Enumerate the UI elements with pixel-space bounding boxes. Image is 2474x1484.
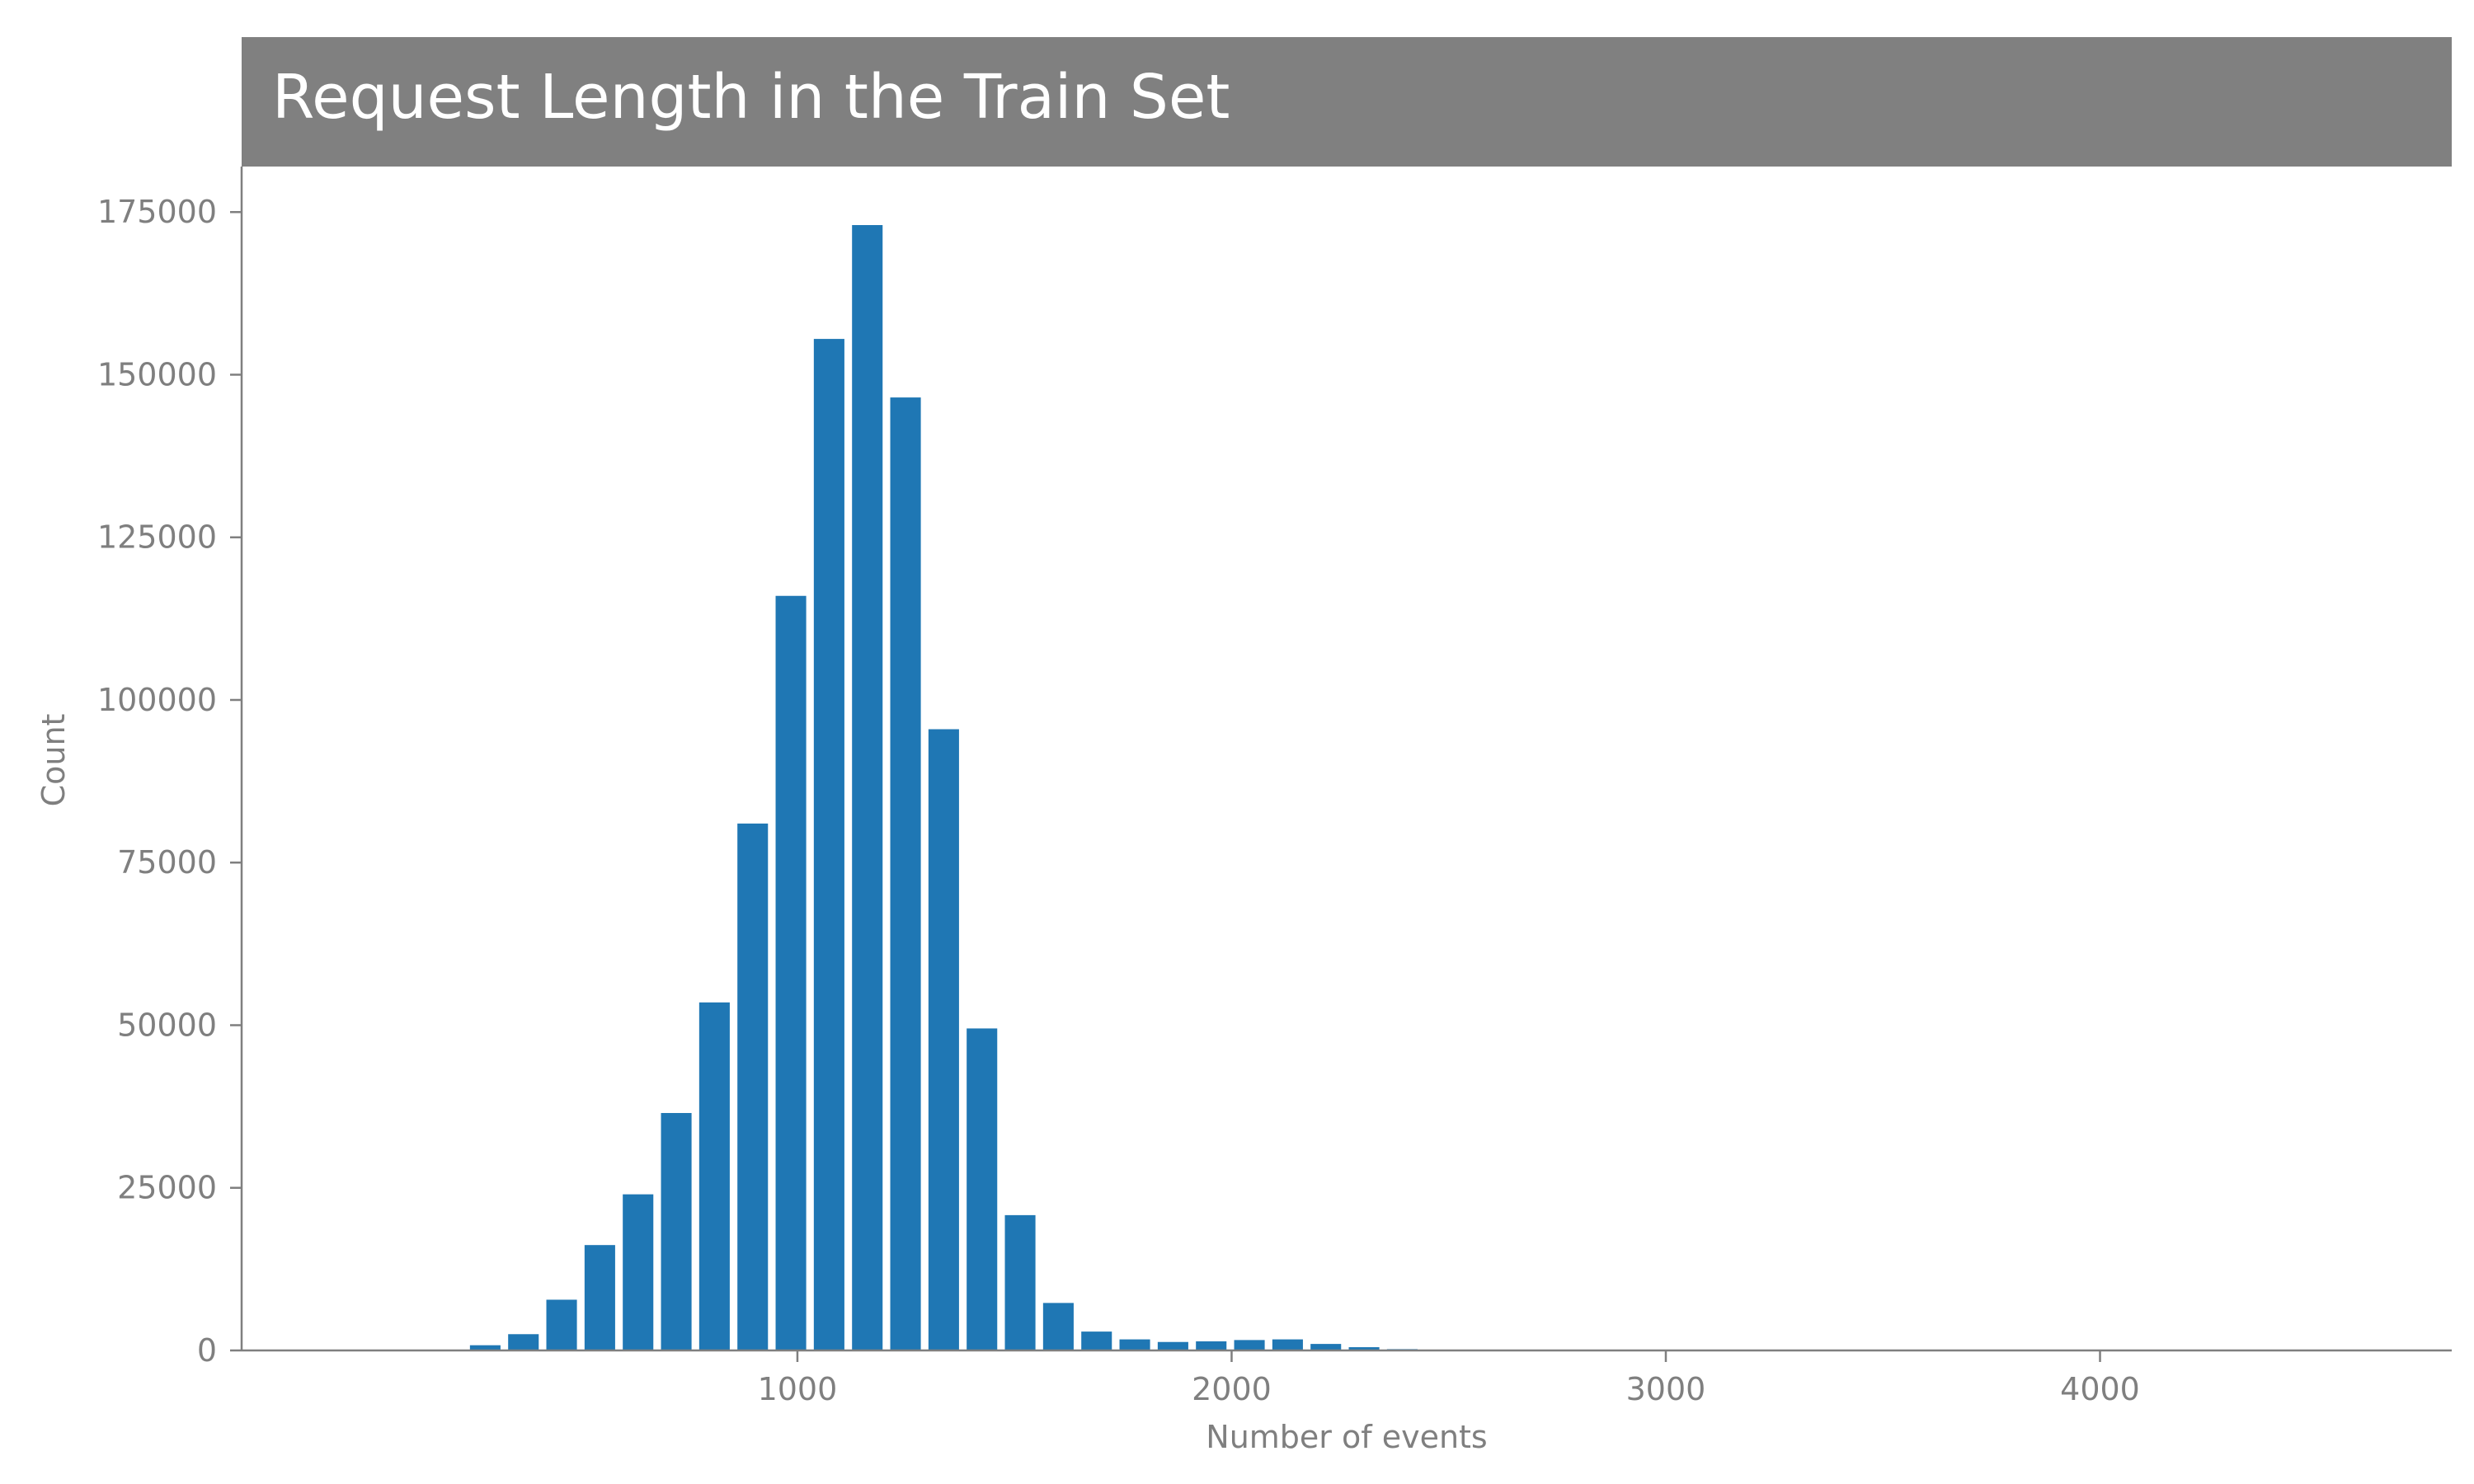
histogram-bar — [967, 1028, 998, 1350]
y-tick-label: 0 — [197, 1332, 217, 1369]
histogram-bar — [469, 1345, 501, 1350]
y-tick-label: 75000 — [117, 844, 217, 881]
histogram-bar — [1081, 1331, 1112, 1350]
histogram-bar — [1042, 1303, 1074, 1350]
x-tick-label: 4000 — [2060, 1371, 2140, 1407]
chart-title: Request Length in the Train Set — [272, 62, 1230, 133]
histogram-bar — [775, 595, 807, 1350]
y-tick-label: 150000 — [97, 356, 217, 392]
histogram-bar — [1272, 1339, 1303, 1350]
histogram-bar — [852, 225, 883, 1350]
histogram-bar — [737, 823, 769, 1350]
histogram-bar — [661, 1113, 692, 1350]
histogram-bar — [1004, 1214, 1036, 1350]
histogram-bar — [546, 1299, 577, 1350]
x-axis-label: Number of events — [1206, 1419, 1487, 1455]
x-tick-label: 2000 — [1192, 1371, 1272, 1407]
y-ticks-group: 0 25000 50000 75000 100000 125000 150000 175000 — [97, 194, 242, 1369]
histogram-bar — [1196, 1341, 1227, 1350]
y-tick-label: 25000 — [117, 1170, 217, 1206]
histogram-bar — [890, 397, 921, 1351]
histogram-bar — [508, 1334, 539, 1350]
title-band — [242, 37, 2452, 167]
histogram-bar — [623, 1194, 654, 1350]
y-tick-label: 125000 — [97, 519, 217, 556]
histogram-bar — [1157, 1341, 1188, 1350]
y-tick-label: 175000 — [97, 194, 217, 230]
y-tick-label: 100000 — [97, 682, 217, 718]
histogram-bar — [813, 339, 844, 1351]
histogram-bar — [1119, 1339, 1150, 1350]
histogram-bar — [1310, 1344, 1342, 1350]
y-tick-label: 50000 — [117, 1007, 217, 1043]
bars-group — [469, 225, 1418, 1351]
histogram-bar — [698, 1002, 730, 1350]
y-axis-label: Count — [35, 714, 72, 807]
histogram-bar — [1348, 1347, 1380, 1350]
x-tick-label: 1000 — [758, 1371, 838, 1407]
histogram-bar — [1234, 1340, 1265, 1350]
x-ticks-group: 1000 2000 3000 4000 — [758, 1350, 2140, 1407]
histogram-bar — [928, 729, 959, 1350]
x-tick-label: 3000 — [1626, 1371, 1706, 1407]
histogram-bar — [584, 1245, 615, 1350]
